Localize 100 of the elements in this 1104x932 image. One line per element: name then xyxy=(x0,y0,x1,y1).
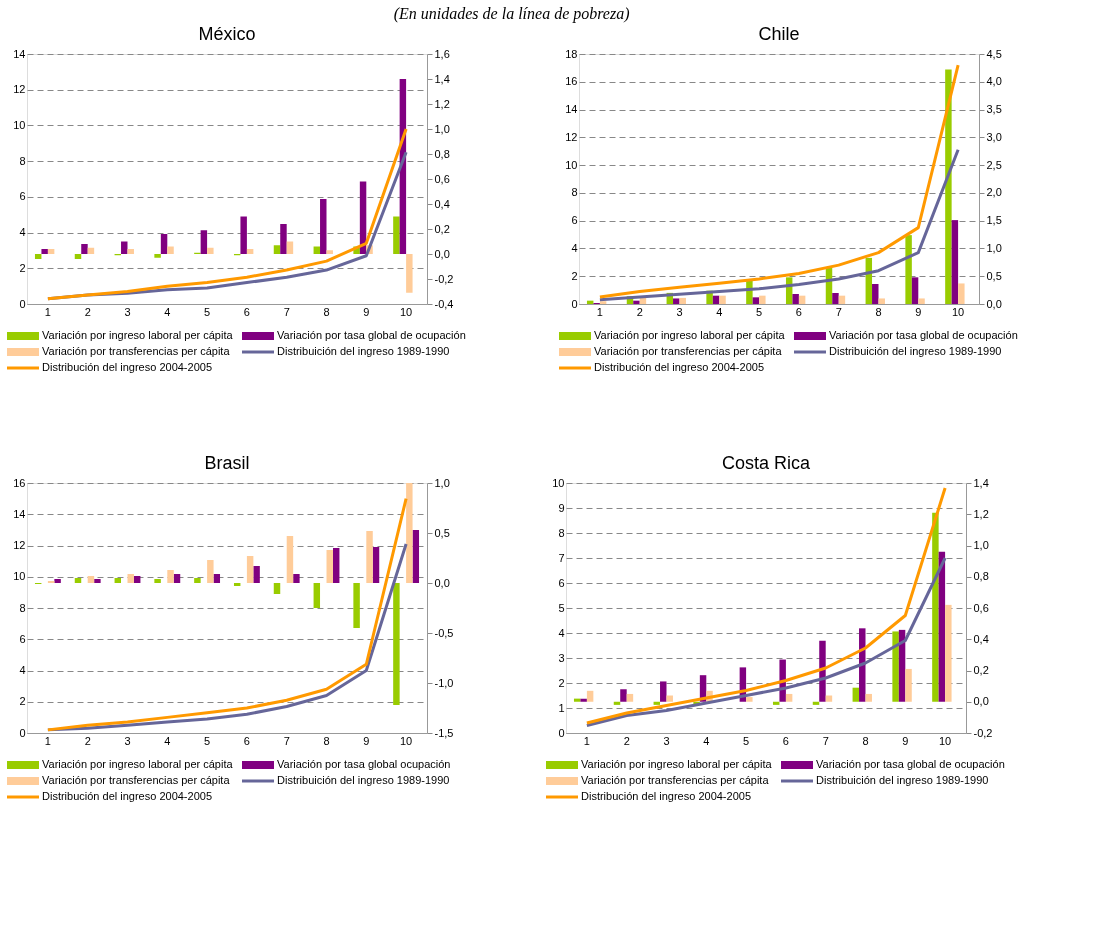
y-tick-label: 2 xyxy=(558,676,565,689)
legend-label: Distribuición del ingreso 1989-1990 xyxy=(277,774,450,786)
y-tick-label: 12 xyxy=(13,83,26,96)
chart-title: Brasil xyxy=(204,453,250,473)
bar xyxy=(679,297,686,304)
x-tick-label: 6 xyxy=(795,305,802,318)
y-tick-label: 3 xyxy=(558,651,565,664)
x-tick-label: 9 xyxy=(902,734,909,747)
bar xyxy=(905,668,912,702)
x-tick-label: 2 xyxy=(84,734,91,747)
legend-label: Variación por tasa global de ocupación xyxy=(816,758,1005,770)
x-tick-label: 3 xyxy=(663,734,670,747)
bar xyxy=(859,628,866,702)
bar xyxy=(94,579,101,583)
bar xyxy=(114,578,122,583)
bar xyxy=(47,249,55,254)
x-tick-label: 7 xyxy=(283,734,290,747)
y2-tick-label: 1,0 xyxy=(986,241,1002,254)
bar xyxy=(746,697,753,702)
bar xyxy=(412,530,420,583)
bar xyxy=(393,216,400,254)
y-tick-label: 10 xyxy=(565,158,578,171)
y2-tick-label: 1,4 xyxy=(434,72,450,85)
y-tick-label: 0 xyxy=(19,297,26,310)
y2-tick-label: 0,0 xyxy=(434,247,450,260)
bar xyxy=(852,687,860,702)
x-tick-label: 1 xyxy=(596,305,603,318)
bar xyxy=(653,701,661,705)
legend-label: Variación por transferencias per cápita xyxy=(42,345,231,357)
y2-tick-label: 0,4 xyxy=(973,632,989,645)
bar xyxy=(167,246,174,254)
x-tick-label: 6 xyxy=(243,305,250,318)
y-tick-label: 10 xyxy=(13,118,26,131)
bar xyxy=(246,249,254,254)
y2-tick-label: 1,0 xyxy=(434,122,450,135)
y2-tick-label: 1,2 xyxy=(973,507,989,520)
y-tick-label: 1 xyxy=(558,701,565,714)
y2-tick-label: -1,0 xyxy=(434,676,454,689)
bar xyxy=(958,283,965,304)
bar xyxy=(326,550,333,583)
legend-label: Variación por ingreso laboral per cápita xyxy=(594,329,786,341)
bar xyxy=(825,695,833,702)
y-tick-label: 4 xyxy=(19,226,26,239)
y-tick-label: 0 xyxy=(558,726,565,739)
y-tick-label: 10 xyxy=(13,570,26,583)
x-tick-label: 4 xyxy=(703,734,710,747)
bar xyxy=(878,298,885,304)
bar xyxy=(207,560,214,583)
y-tick-label: 8 xyxy=(558,526,565,539)
legend-label: Variación por tasa global ocupación xyxy=(277,758,451,770)
bar xyxy=(393,583,400,705)
x-tick-label: 9 xyxy=(915,305,922,318)
bar xyxy=(865,693,872,702)
x-tick-label: 7 xyxy=(283,305,290,318)
y2-tick-label: 0,2 xyxy=(434,222,450,235)
bar xyxy=(54,579,61,583)
legend-label: Distribuición del ingreso 1989-1990 xyxy=(816,774,989,786)
bar xyxy=(273,245,281,254)
x-tick-label: 4 xyxy=(716,305,723,318)
bar xyxy=(932,512,939,702)
y-tick-label: 4 xyxy=(571,241,578,254)
legend-label: Variación por ingreso laboral per cápita xyxy=(42,758,234,770)
chart-title: Costa Rica xyxy=(721,453,811,473)
bar xyxy=(586,690,594,702)
chart-title: Chile xyxy=(758,24,800,44)
y-tick-label: 6 xyxy=(558,576,565,589)
y2-tick-label: -0,5 xyxy=(434,626,454,639)
line-series xyxy=(598,63,960,299)
bar xyxy=(580,698,587,702)
bar xyxy=(81,244,88,254)
bar xyxy=(74,254,82,259)
legend-label: Variación por transferencias per cápita xyxy=(581,774,770,786)
y-tick-label: 14 xyxy=(13,507,26,520)
bar xyxy=(613,701,621,705)
bar xyxy=(633,300,640,304)
bar xyxy=(772,701,780,705)
legend-label: Distribuición del ingreso 1989-1990 xyxy=(277,345,450,357)
y-tick-label: 0 xyxy=(571,297,578,310)
legend-label: Variación por tasa global de ocupación xyxy=(277,329,466,341)
bar xyxy=(293,574,300,583)
bar xyxy=(207,247,214,254)
bar xyxy=(406,254,413,293)
y2-tick-label: 2,0 xyxy=(986,186,1002,199)
legend-label: Distribución del ingreso 2004-2005 xyxy=(42,790,212,802)
bar xyxy=(911,277,919,304)
y-tick-label: 7 xyxy=(558,551,565,564)
y-tick-label: 10 xyxy=(552,476,565,489)
x-tick-label: 8 xyxy=(323,734,330,747)
bar xyxy=(246,556,254,583)
x-tick-label: 2 xyxy=(623,734,630,747)
x-tick-label: 5 xyxy=(743,734,750,747)
bar xyxy=(280,224,287,254)
bar xyxy=(273,583,281,594)
bar xyxy=(599,301,607,304)
x-tick-label: 4 xyxy=(164,305,171,318)
bar xyxy=(313,583,321,608)
line-series xyxy=(598,148,960,302)
bar xyxy=(173,574,181,583)
y-tick-label: 2 xyxy=(19,695,26,708)
y2-tick-label: -0,4 xyxy=(434,297,454,310)
